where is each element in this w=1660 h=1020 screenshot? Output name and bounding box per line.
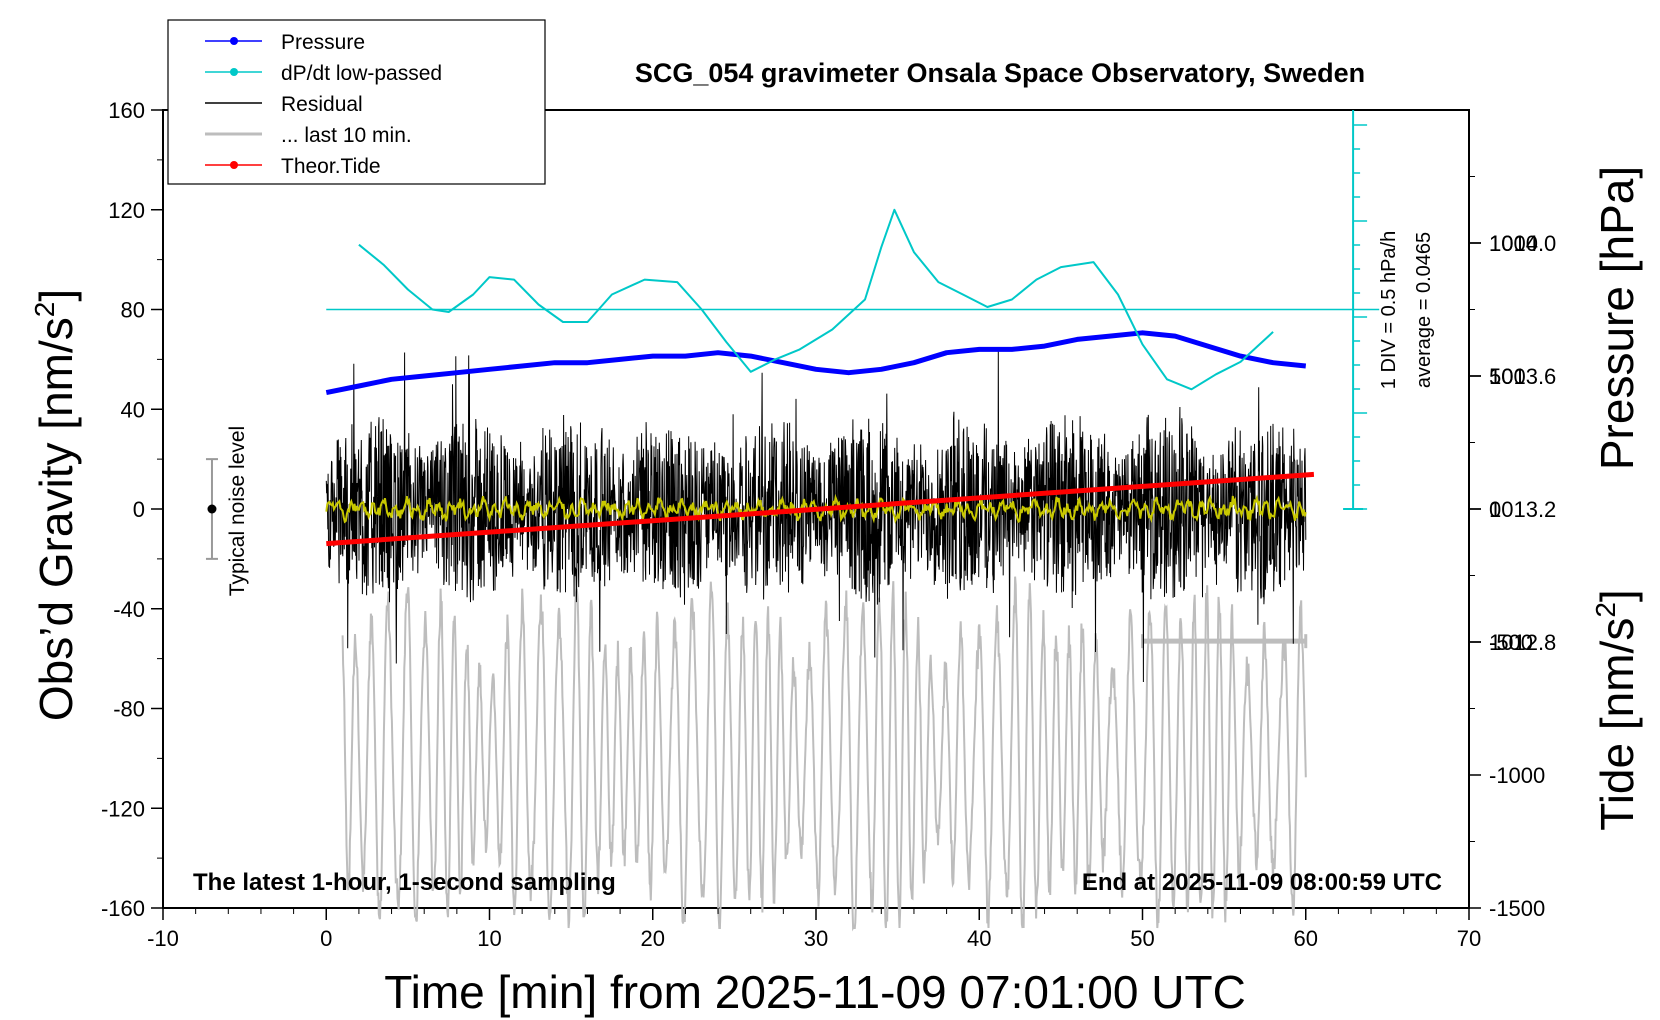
x-tick-label: 60 bbox=[1294, 926, 1318, 951]
series-theor-tide-line bbox=[326, 471, 1315, 547]
legend-label-1: dP/dt low-passed bbox=[281, 62, 442, 85]
annotation-dpdt-scale: 1 DIV = 0.5 hPa/h bbox=[1378, 231, 1400, 389]
y-tick-label-left: 0 bbox=[133, 497, 145, 522]
series-last-10-min-line bbox=[341, 576, 1307, 932]
legend-label-4: Theor.Tide bbox=[281, 155, 381, 178]
annotation-noise-level: Typical noise level bbox=[226, 426, 249, 596]
legend-marker-4 bbox=[230, 161, 238, 169]
series-dp-dt-low-passed-line bbox=[358, 208, 1274, 391]
y-tick-label-left: -120 bbox=[101, 796, 145, 821]
y-axis-label-tide: Tide [nm/s2] bbox=[1590, 589, 1643, 830]
chart-title: SCG_054 gravimeter Onsala Space Observat… bbox=[635, 58, 1365, 88]
x-tick-label: 0 bbox=[320, 926, 332, 951]
legend-label-2: Residual bbox=[281, 93, 363, 116]
data-layer bbox=[205, 110, 1380, 932]
y-axis-label-tide-sup: 2 bbox=[1590, 602, 1621, 618]
y-axis-label-tide-end: ] bbox=[1591, 589, 1643, 602]
noise-bar-dot bbox=[207, 504, 217, 514]
x-axis-label: Time [min] from 2025-11-09 07:01:00 UTC bbox=[384, 966, 1246, 1018]
x-tick-label: 20 bbox=[641, 926, 665, 951]
y-tick-label-pressure: 1013.2 bbox=[1489, 497, 1556, 522]
y-axis-label-tide-main: Tide [nm/s bbox=[1591, 618, 1643, 831]
x-tick-label: 50 bbox=[1130, 926, 1154, 951]
y-axis-label-left-sup: 2 bbox=[29, 302, 60, 318]
y-tick-label-left: -160 bbox=[101, 896, 145, 921]
legend: Pressure dP/dt low-passed Residual ... last… bbox=[167, 19, 546, 185]
y-tick-label-left: 40 bbox=[121, 397, 145, 422]
y-tick-label-left: 80 bbox=[121, 298, 145, 323]
y-tick-label-pressure: 1014.0 bbox=[1489, 231, 1556, 256]
y-axis-label-left-main: Obs’d Gravity [nm/s bbox=[30, 317, 82, 721]
y-tick-label-left: -40 bbox=[113, 597, 145, 622]
annotation-dpdt-average: average = 0.0465 bbox=[1413, 232, 1435, 388]
y-tick-label-left: 120 bbox=[108, 198, 145, 223]
axes-layer: -10 0 10 20 30 40 50 60 70 160 120 80 40 0 -40 -80 -120 -… bbox=[101, 98, 1556, 951]
series-smoothed-residual-line bbox=[325, 493, 1307, 524]
x-tick-label: 40 bbox=[967, 926, 991, 951]
y-tick-label-pressure: 1013.6 bbox=[1489, 364, 1556, 389]
y-tick-label-tide: -1000 bbox=[1489, 763, 1545, 788]
legend-marker-0 bbox=[230, 37, 238, 45]
x-tick-label: 10 bbox=[477, 926, 501, 951]
x-tick-label: 30 bbox=[804, 926, 828, 951]
y-tick-label-pressure: 1012.8 bbox=[1489, 630, 1556, 655]
y-tick-label-tide: 1000 bbox=[1489, 231, 1538, 256]
y-tick-label-tide: -500 bbox=[1489, 630, 1533, 655]
legend-marker-1 bbox=[230, 68, 238, 76]
annotation-end-time: End at 2025-11-09 08:00:59 UTC bbox=[1082, 869, 1442, 896]
y-tick-label-left: -80 bbox=[113, 697, 145, 722]
series-residual-line bbox=[325, 350, 1307, 683]
y-tick-label-tide: 500 bbox=[1489, 364, 1526, 389]
legend-box bbox=[167, 19, 546, 185]
legend-label-3: ... last 10 min. bbox=[281, 124, 412, 147]
x-tick-label: -10 bbox=[147, 926, 179, 951]
y-tick-label-tide: 0 bbox=[1489, 497, 1501, 522]
annotation-latest-hour: The latest 1-hour, 1-second sampling bbox=[193, 869, 616, 896]
y-axis-label-left-end: ] bbox=[30, 289, 82, 302]
y-tick-label-left: 160 bbox=[108, 98, 145, 123]
y-axis-label-pressure: Pressure [hPa] bbox=[1591, 166, 1643, 470]
x-tick-label: 70 bbox=[1457, 926, 1481, 951]
legend-label-0: Pressure bbox=[281, 31, 365, 54]
y-axis-label-left: Obs’d Gravity [nm/s2] bbox=[29, 289, 82, 721]
y-tick-label-tide: -1500 bbox=[1489, 896, 1545, 921]
series-pressure-line bbox=[325, 330, 1307, 396]
